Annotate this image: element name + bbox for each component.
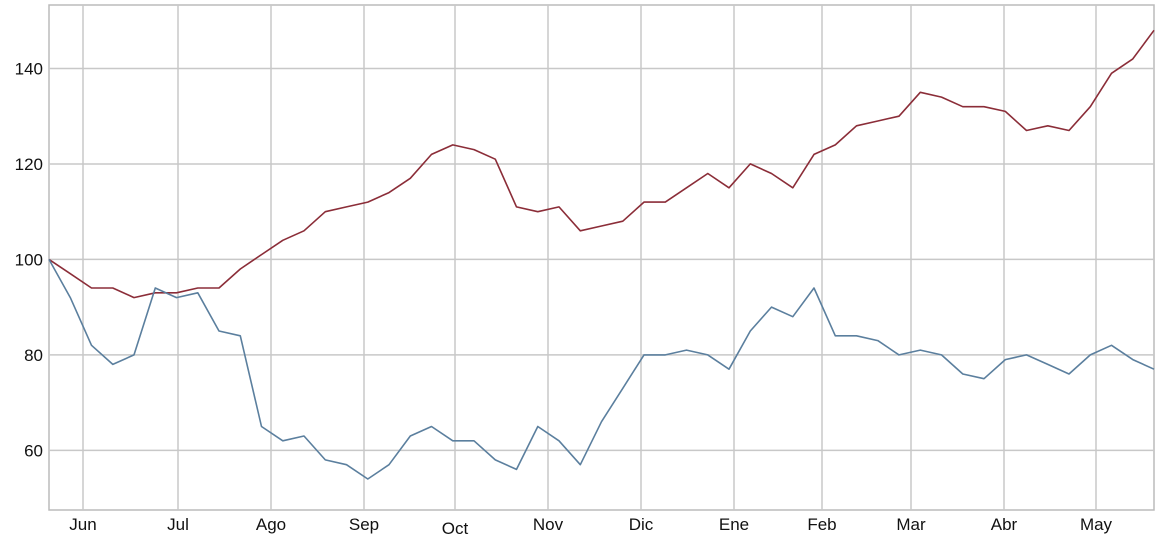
x-tick-label: Oct	[442, 519, 469, 537]
y-tick-label: 120	[15, 155, 43, 174]
series-line-0	[48, 29, 1155, 299]
x-tick-label: Jun	[69, 515, 96, 534]
x-tick-label: Sep	[349, 515, 379, 534]
y-axis: 60 80 100 120 140	[15, 59, 43, 460]
grid	[49, 5, 1154, 510]
series-line-1	[48, 259, 1155, 480]
plot-area	[48, 4, 1155, 511]
y-tick-label: 100	[15, 250, 43, 269]
x-tick-label: Ago	[256, 515, 286, 534]
x-tick-label: Mar	[896, 515, 926, 534]
x-tick-label: Dic	[629, 515, 654, 534]
x-axis: Jun Jul Ago Sep Oct Nov Dic Ene Feb Mar Abr May	[69, 515, 1112, 537]
x-tick-label: May	[1080, 515, 1113, 534]
y-tick-label: 140	[15, 59, 43, 78]
y-tick-label: 60	[24, 441, 43, 460]
x-tick-label: Nov	[533, 515, 564, 534]
series-lines	[48, 29, 1155, 480]
x-tick-label: Jul	[167, 515, 189, 534]
y-tick-label: 80	[24, 346, 43, 365]
x-tick-label: Feb	[807, 515, 836, 534]
x-tick-label: Abr	[991, 515, 1018, 534]
x-tick-label: Ene	[719, 515, 749, 534]
